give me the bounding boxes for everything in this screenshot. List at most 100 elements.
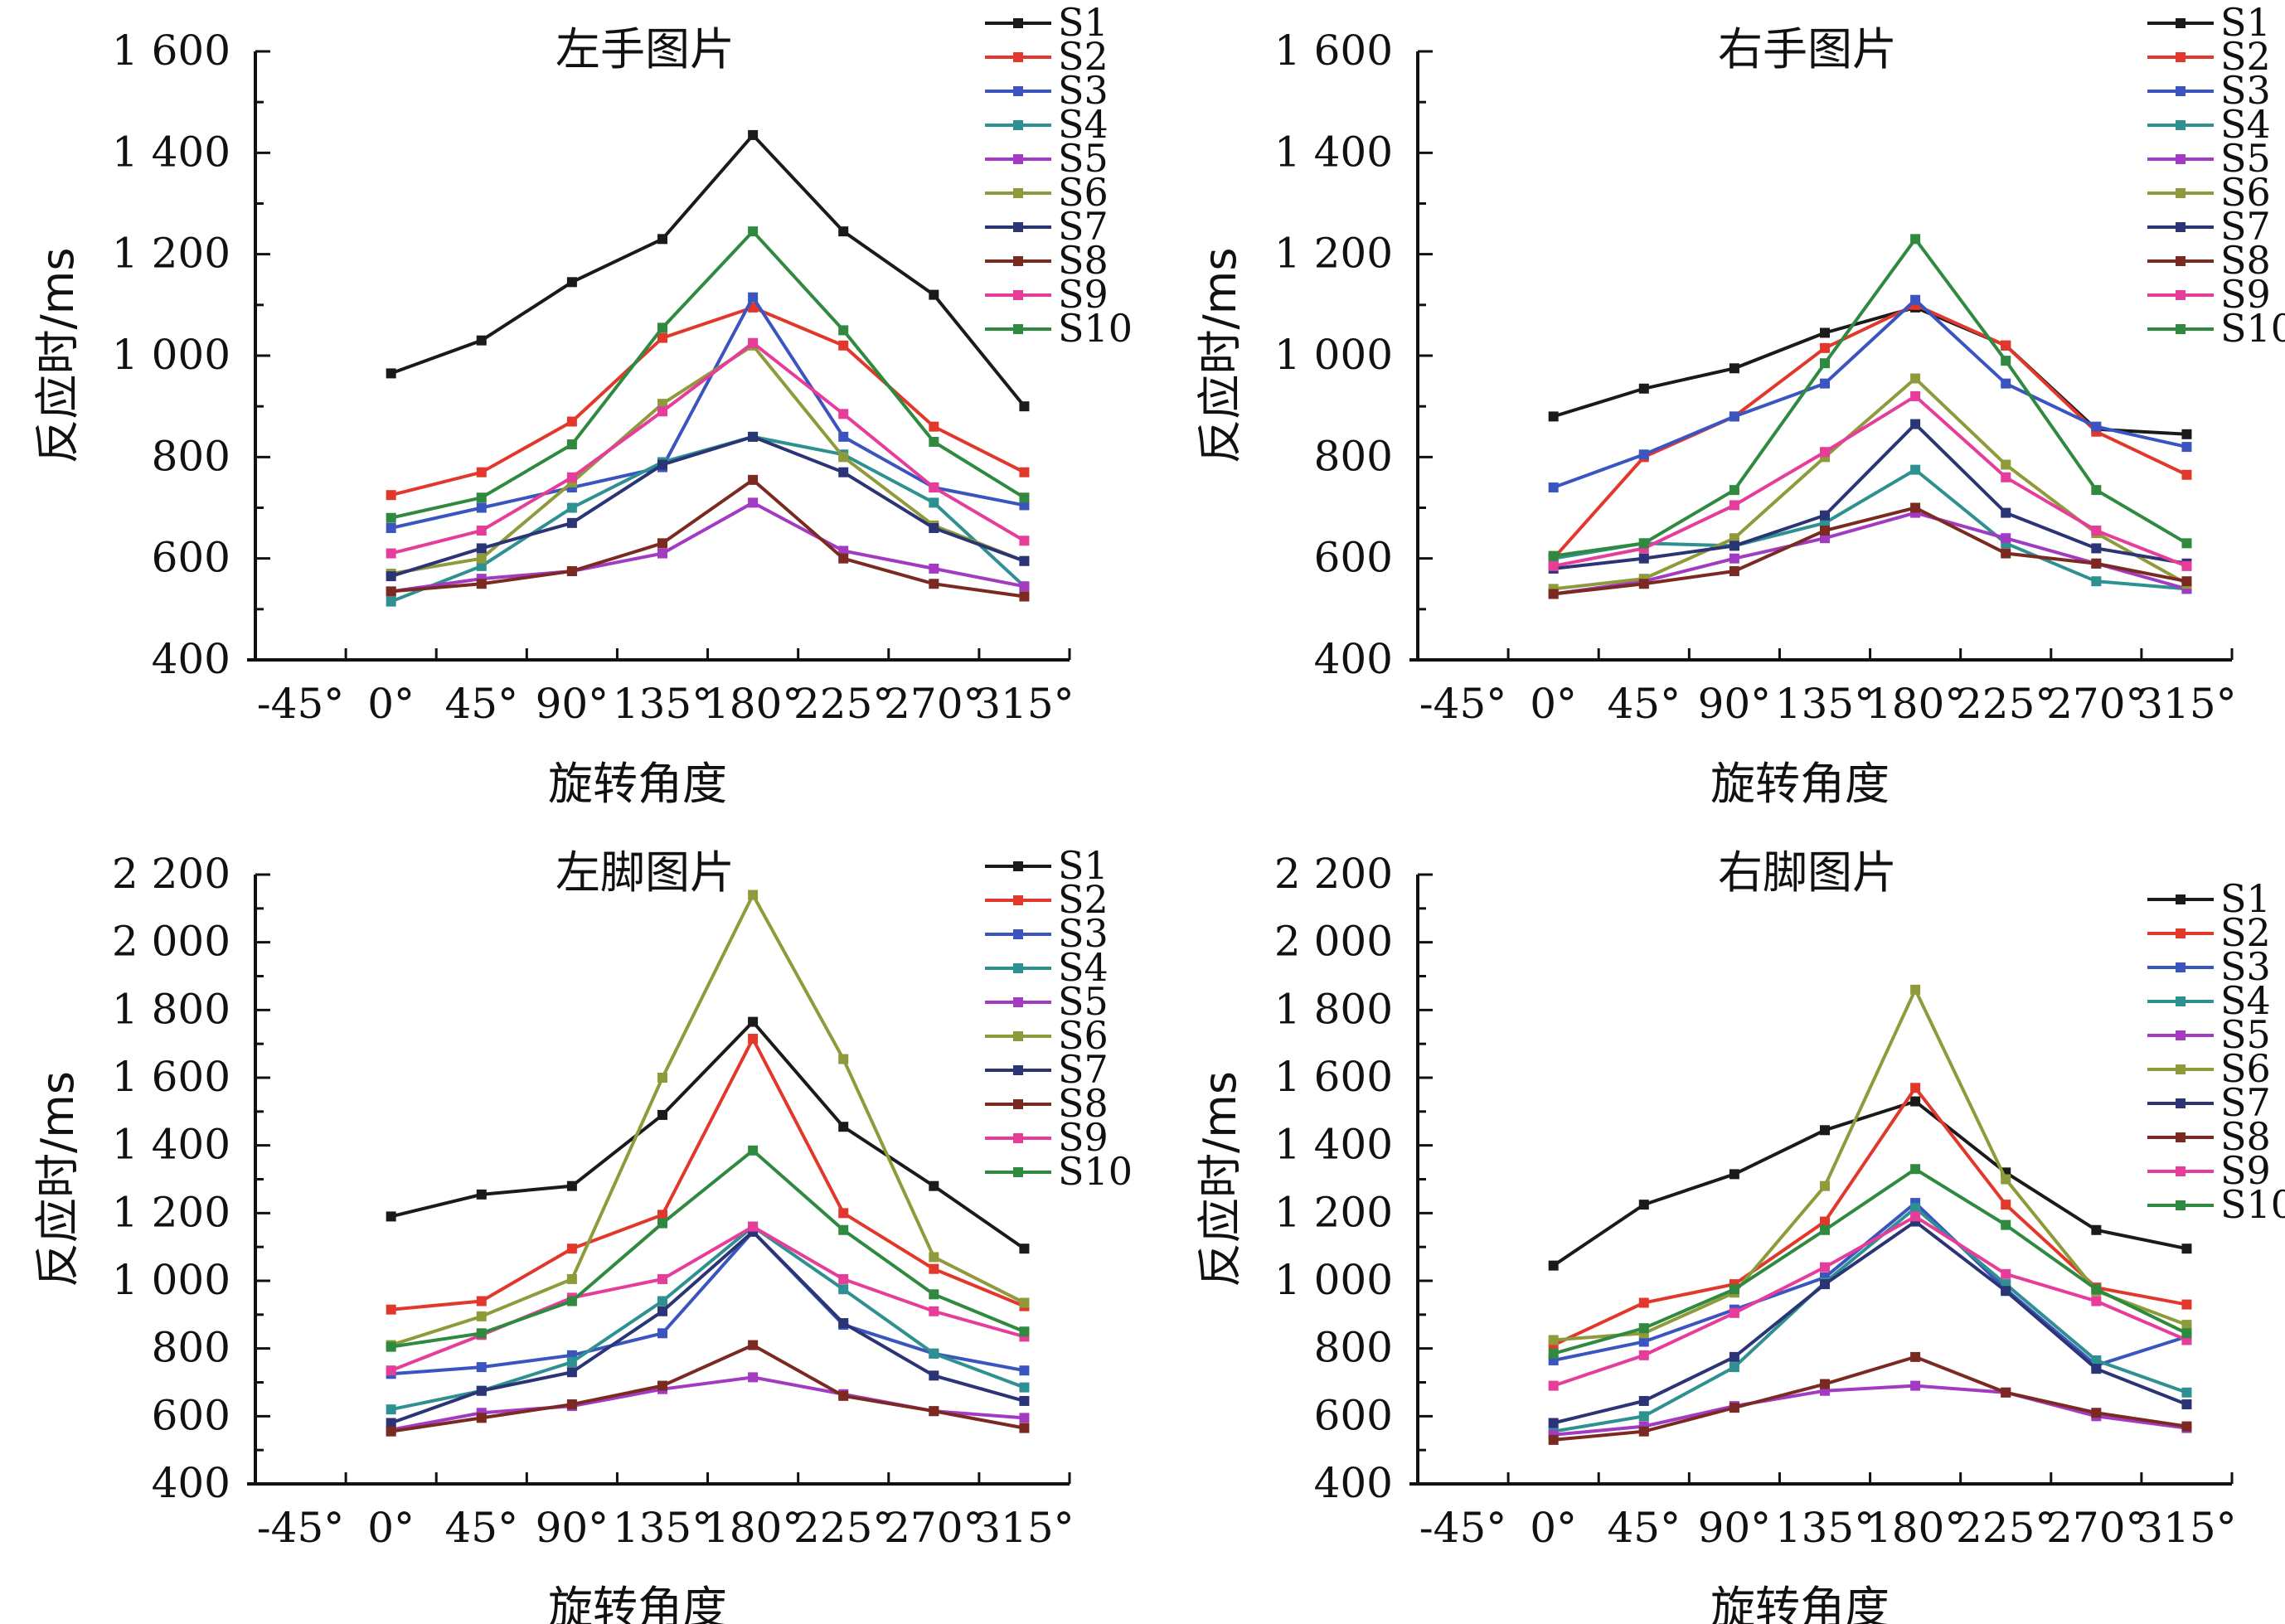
data-point-s4 [1910,464,1921,475]
data-point-s9 [748,337,759,348]
data-point-s5 [748,1372,759,1383]
y-tick-label: 1 400 [112,1121,230,1169]
data-point-s8 [1019,591,1030,602]
data-point-s9 [1910,390,1921,401]
data-point-s7 [386,1418,396,1428]
legend-marker [1013,120,1023,130]
data-point-s1 [657,1109,667,1120]
data-point-s10 [748,1145,759,1156]
data-point-s2 [1910,1083,1921,1093]
data-point-s6 [2181,1320,2192,1331]
data-point-s5 [1019,1413,1030,1423]
legend-label: S6 [2220,1046,2271,1091]
legend-marker [2176,894,2186,904]
series-line-s1 [1552,1099,2187,1268]
legend-label: S9 [2220,272,2271,317]
series-line-s10 [1553,1166,2188,1355]
series-line-s10 [1553,235,2188,558]
y-tick-label: 1 000 [112,331,230,379]
x-tick-label: 315° [974,1504,1074,1552]
legend-marker [2176,996,2186,1006]
data-point-s2 [1820,1216,1830,1227]
data-point-s7 [838,467,849,478]
legend-label: S4 [1058,945,1109,990]
series-line-s9 [1553,1214,2188,1388]
legend-label: S6 [2220,170,2271,215]
legend-label: S10 [1058,306,1133,351]
legend-label: S1 [1058,843,1109,888]
legend-label: S7 [1058,204,1109,249]
data-point-s4 [476,560,487,571]
x-tick-label: 225° [1956,1504,2055,1552]
data-point-s9 [1820,1262,1830,1273]
x-tick-label: 270° [2046,1504,2146,1552]
legend-label: S4 [2220,102,2271,147]
data-point-s9 [2091,526,2102,536]
data-point-s7 [386,571,396,582]
data-point-s6 [2001,1174,2011,1185]
data-point-s6 [476,1311,487,1321]
data-point-s5 [2001,533,2011,544]
legend-marker [1013,222,1023,232]
data-point-s5 [657,548,667,559]
y-tick-label: 400 [1314,635,1393,683]
data-point-s8 [386,1426,396,1437]
x-tick-label: -45° [1419,680,1507,728]
legend-marker [2176,324,2186,334]
legend-marker [1013,18,1023,28]
chart-title: 左脚图片 [555,846,735,899]
data-point-s3 [1910,294,1921,305]
data-point-s3 [2001,378,2011,389]
data-point-s5 [748,497,759,508]
y-tick-label: 1 600 [1274,27,1393,75]
x-tick-label: 135° [1775,1504,1875,1552]
data-point-s9 [748,1221,759,1232]
data-point-s9 [1729,500,1739,511]
data-point-s5 [1820,533,1830,544]
legend-label: S2 [1058,877,1109,922]
y-tick-label: 1 600 [112,1053,230,1101]
data-point-s2 [657,332,667,343]
data-point-s2 [838,1208,849,1219]
data-point-s8 [2091,558,2102,569]
legend-label: S8 [1058,238,1109,283]
data-point-s1 [1638,383,1649,394]
series-line-s8 [391,478,1025,599]
data-point-s1 [838,226,849,237]
data-point-s4 [929,497,939,508]
legend-marker [1013,1167,1023,1177]
data-point-s8 [2001,1387,2011,1398]
x-tick-label: 180° [703,680,803,728]
data-point-s10 [2001,1219,2011,1230]
y-tick-label: 600 [152,1391,230,1439]
data-point-s10 [1638,1323,1649,1334]
legend-label: S2 [2220,34,2271,79]
chart-panel-1: 400 600 800 1 000 1 200 1 400 1 600 -45° 0° 45° 90… [32,0,1133,810]
legend-label: S9 [1058,272,1109,317]
data-point-s1 [2181,1243,2192,1254]
data-point-s8 [1910,1351,1921,1362]
data-point-s6 [929,1252,939,1263]
y-axis-label: 反应时/ms [32,1071,84,1287]
data-point-s2 [566,416,577,427]
data-point-s8 [476,1413,487,1423]
data-point-s7 [1820,510,1830,521]
data-point-s4 [2181,1387,2192,1398]
y-tick-label: 800 [1314,1324,1393,1372]
data-point-s9 [2001,1268,2011,1279]
x-tick-label: 315° [2137,1504,2236,1552]
data-point-s10 [1638,538,1649,549]
chart-panel-2: 400 600 800 1 000 1 200 1 400 1 600 -45° 0° 45° 90… [1194,0,2285,810]
data-point-s7 [1729,541,1739,551]
data-point-s10 [386,1341,396,1352]
data-point-s7 [1548,1418,1559,1428]
legend-label: S8 [2220,238,2271,283]
data-point-s6 [476,553,487,564]
x-tick-label: 270° [884,680,983,728]
y-tick-label: 1 000 [1274,1256,1393,1304]
x-tick-label: 270° [2046,680,2146,728]
data-point-s1 [1019,1243,1030,1254]
legend-marker [2176,86,2186,96]
data-point-s7 [2091,543,2102,554]
data-point-s8 [2181,576,2192,587]
